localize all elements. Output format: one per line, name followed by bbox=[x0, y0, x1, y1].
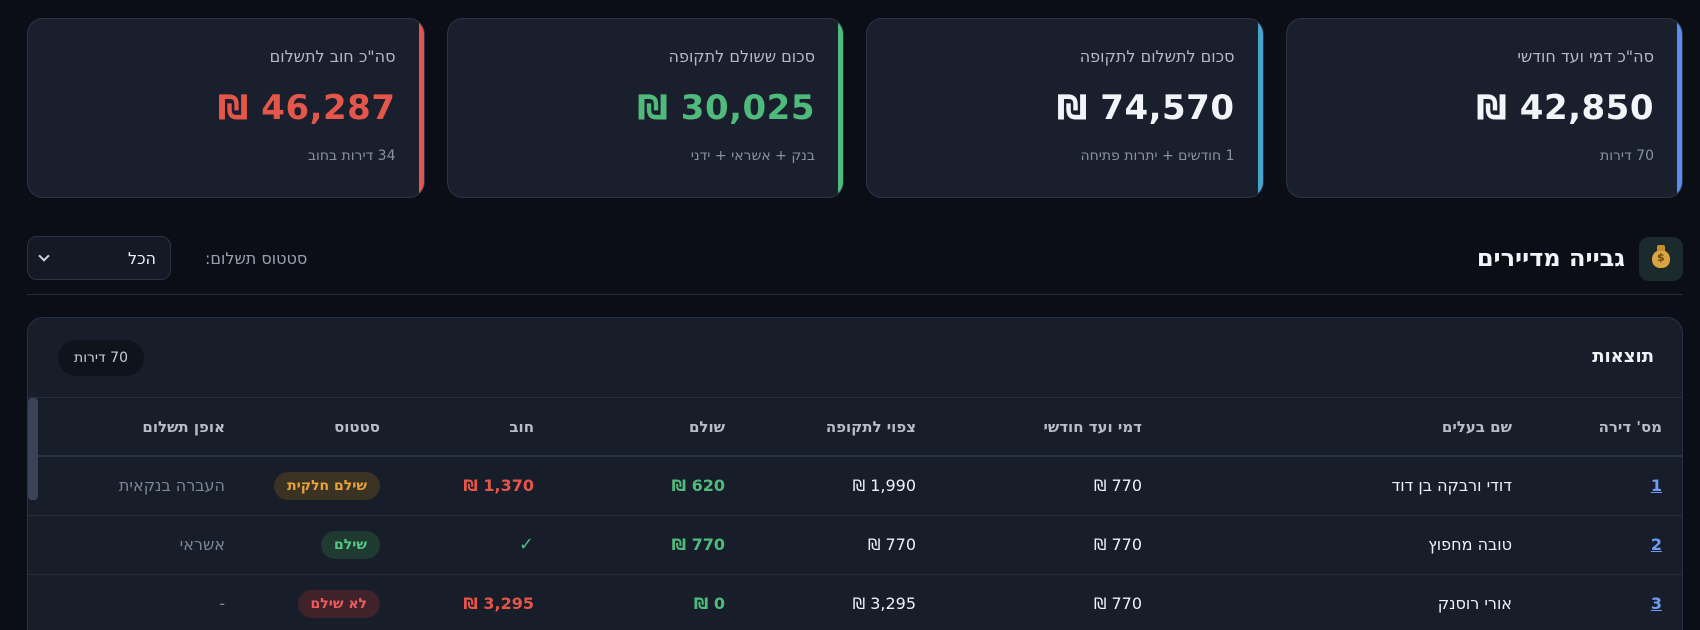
status-badge: שילם חלקית bbox=[274, 471, 380, 500]
card-accent bbox=[838, 19, 843, 197]
col-header-expected[interactable]: צפוי לתקופה bbox=[725, 398, 916, 457]
col-header-monthly-fee[interactable]: דמי ועד חודשי bbox=[916, 398, 1142, 457]
card-label: סה"כ דמי ועד חודשי bbox=[1517, 47, 1654, 66]
status-badge: לא שילם bbox=[297, 589, 380, 618]
expected-amount: ₪ 1,990 bbox=[725, 456, 916, 516]
card-amount-due: סכום לתשלום לתקופה ₪ 74,570 1 חודשים + י… bbox=[866, 18, 1264, 198]
table-row[interactable]: 3 אורי רוסנק ₪ 770 ₪ 3,295 ₪ 0 ₪ 3,295 ל… bbox=[28, 574, 1682, 630]
card-value: ₪ 42,850 bbox=[1476, 88, 1654, 128]
money-bag-icon bbox=[1639, 237, 1683, 281]
section-divider bbox=[27, 294, 1683, 295]
paid-amount: ₪ 0 bbox=[534, 574, 725, 630]
apartment-link[interactable]: 2 bbox=[1650, 535, 1662, 554]
paid-amount: ₪ 770 bbox=[534, 515, 725, 575]
results-header: תוצאות 70 דירות bbox=[28, 318, 1682, 398]
col-header-apartment[interactable]: מס' דירה bbox=[1512, 398, 1682, 457]
owner-name: אורי רוסנק bbox=[1142, 574, 1512, 630]
card-accent bbox=[1257, 19, 1263, 197]
col-header-status[interactable]: סטטוס bbox=[225, 398, 380, 457]
card-total-debt: סה"כ חוב לתשלום ₪ 46,287 34 דירות בחוב bbox=[27, 18, 425, 198]
monthly-fee: ₪ 770 bbox=[916, 574, 1142, 630]
card-label: סה"כ חוב לתשלום bbox=[269, 47, 396, 66]
section-header: גבייה מדיירים סטטוס תשלום: הכל bbox=[27, 236, 1683, 282]
table-row[interactable]: 1 דודי ורבקה בן דוד ₪ 770 ₪ 1,990 ₪ 620 … bbox=[28, 456, 1682, 516]
table-row[interactable]: 2 טובה מחפוץ ₪ 770 ₪ 770 ₪ 770 ✓ שילם אש… bbox=[28, 515, 1682, 575]
payment-method: העברה בנקאית bbox=[28, 456, 225, 516]
card-accent bbox=[418, 19, 424, 197]
summary-cards: סה"כ דמי ועד חודשי ₪ 42,850 70 דירות סכו… bbox=[27, 18, 1683, 198]
col-header-owner[interactable]: שם בעלים bbox=[1142, 398, 1512, 457]
expected-amount: ₪ 770 bbox=[725, 515, 916, 575]
card-monthly-fees: סה"כ דמי ועד חודשי ₪ 42,850 70 דירות bbox=[1285, 18, 1683, 198]
payment-status-selected-value: הכל bbox=[127, 248, 156, 268]
owner-name: טובה מחפוץ bbox=[1142, 515, 1512, 575]
apartment-link[interactable]: 3 bbox=[1650, 594, 1662, 613]
card-amount-paid: סכום ששולם לתקופה ₪ 30,025 בנק + אשראי +… bbox=[446, 18, 844, 198]
table-scrollbar[interactable] bbox=[28, 398, 38, 500]
payment-status-filter-label: סטטוס תשלום: bbox=[205, 249, 308, 268]
monthly-fee: ₪ 770 bbox=[916, 515, 1142, 575]
owner-name: דודי ורבקה בן דוד bbox=[1142, 456, 1512, 516]
table-header-row: מס' דירה שם בעלים דמי ועד חודשי צפוי לתק… bbox=[28, 398, 1682, 457]
card-subtext: 70 דירות bbox=[1600, 148, 1654, 164]
card-accent bbox=[1677, 19, 1682, 197]
debt-amount: ₪ 1,370 bbox=[380, 456, 534, 516]
check-icon: ✓ bbox=[380, 515, 534, 575]
card-value: ₪ 30,025 bbox=[637, 88, 815, 128]
monthly-fee: ₪ 770 bbox=[916, 456, 1142, 516]
results-count-badge: 70 דירות bbox=[58, 340, 144, 376]
card-subtext: 1 חודשים + יתרות פתיחה bbox=[1080, 148, 1235, 164]
debt-amount: ₪ 3,295 bbox=[380, 574, 534, 630]
apartment-link[interactable]: 1 bbox=[1650, 476, 1662, 496]
section-title: גבייה מדיירים bbox=[1476, 244, 1625, 272]
results-title: תוצאות bbox=[1592, 346, 1654, 367]
card-subtext: 34 דירות בחוב bbox=[307, 148, 396, 164]
results-panel: תוצאות 70 דירות מס' דירה שם בעלים דמי וע… bbox=[27, 317, 1683, 630]
card-value: ₪ 46,287 bbox=[217, 88, 396, 128]
payment-status-select[interactable]: הכל bbox=[27, 236, 171, 280]
card-value: ₪ 74,570 bbox=[1056, 88, 1235, 128]
expected-amount: ₪ 3,295 bbox=[725, 574, 916, 630]
paid-amount: ₪ 620 bbox=[534, 456, 725, 516]
chevron-down-icon bbox=[38, 250, 50, 262]
card-label: סכום לתשלום לתקופה bbox=[1079, 47, 1235, 66]
payment-method: - bbox=[28, 574, 225, 630]
col-header-payment-method[interactable]: אופן תשלום bbox=[28, 398, 225, 457]
card-subtext: בנק + אשראי + ידני bbox=[690, 148, 815, 164]
collections-table: מס' דירה שם בעלים דמי ועד חודשי צפוי לתק… bbox=[28, 398, 1682, 630]
col-header-debt[interactable]: חוב bbox=[380, 398, 534, 457]
status-badge: שילם bbox=[321, 530, 380, 559]
col-header-paid[interactable]: שולם bbox=[534, 398, 725, 457]
card-label: סכום ששולם לתקופה bbox=[668, 47, 816, 66]
payment-method: אשראי bbox=[28, 515, 225, 575]
